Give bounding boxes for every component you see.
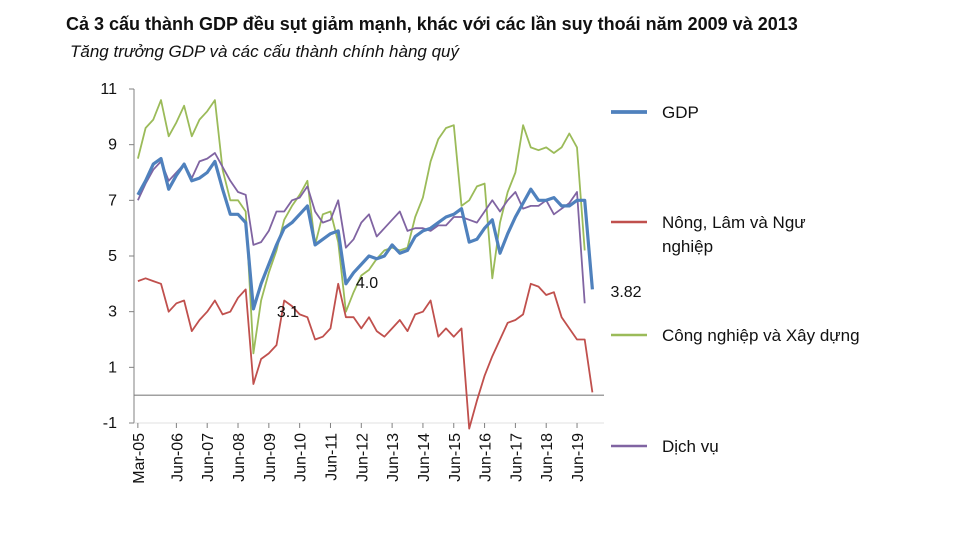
y-tick-label: 9: [108, 137, 117, 154]
data-label: 4.0: [356, 275, 378, 292]
annotation-layer: 3.1 4.0 3.82: [277, 275, 642, 321]
x-axis: Mar-05 Jun-06 Jun-07 Jun-08 Jun-09 Jun-10 Jun-…: [131, 394, 604, 484]
y-tick-label: 1: [108, 359, 117, 376]
chart-subtitle: Tăng trưởng GDP và các cấu thành chính h…: [70, 42, 459, 61]
x-tick-label: Jun-07: [200, 433, 217, 482]
x-tick-label: Jun-18: [539, 433, 556, 482]
x-tick-label: Jun-11: [323, 433, 340, 481]
x-tick-label: Jun-15: [447, 433, 464, 482]
legend: GDP Nông, Lâm và Ngư nghiệp Công nghiệp và …: [611, 103, 860, 456]
legend-label: Công nghiệp và Xây dựng: [662, 326, 860, 345]
y-tick-label: 3: [108, 304, 117, 321]
y-tick-label: 5: [108, 248, 117, 265]
x-tick-label: Jun-19: [570, 433, 587, 482]
y-tick-label: 7: [108, 192, 117, 209]
x-tick-label: Jun-13: [385, 433, 402, 482]
series-line-services: [137, 152, 586, 304]
series-layer: [136, 99, 594, 430]
x-tick-label: Mar-05: [131, 433, 148, 484]
data-label: 3.1: [277, 304, 299, 321]
x-tick-label: Jun-14: [416, 433, 433, 482]
chart-title: Cả 3 cấu thành GDP đều sụt giảm mạnh, kh…: [66, 14, 798, 34]
legend-label: Nông, Lâm và Ngư nghiệp: [662, 213, 806, 256]
data-label: 3.82: [610, 284, 641, 301]
y-axis: 11 9 7 5 3 1 -1: [100, 81, 135, 432]
series-line-gdp: [136, 157, 594, 311]
series-line-industry: [137, 99, 586, 355]
x-tick-label: Jun-16: [478, 433, 495, 482]
y-tick-label: 11: [100, 81, 117, 98]
x-tick-label: Jun-06: [169, 433, 186, 482]
x-tick-label: Jun-08: [231, 433, 248, 482]
legend-label: GDP: [662, 103, 699, 122]
x-tick-label: Jun-17: [508, 433, 525, 482]
series-line-agriculture: [137, 277, 594, 430]
x-tick-label: Jun-10: [293, 433, 310, 482]
y-tick-label: -1: [103, 415, 117, 432]
legend-label: Dịch vụ: [662, 437, 719, 456]
x-tick-label: Jun-09: [262, 433, 279, 482]
x-tick-label: Jun-12: [354, 433, 371, 482]
